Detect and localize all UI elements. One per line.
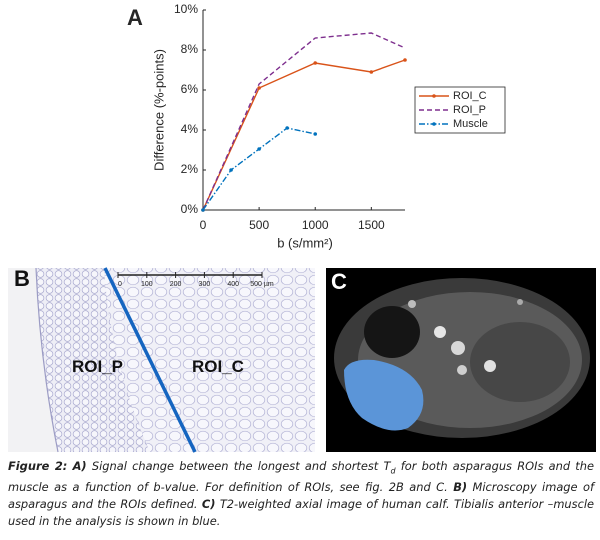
scale-label: 500 µm [250, 281, 274, 288]
legend-label: Muscle [453, 118, 488, 130]
caption-text: Signal change between the longest and sh… [86, 459, 391, 473]
point [313, 61, 318, 65]
caption-text: for both asparagus ROIs and the muscle a… [8, 459, 594, 495]
scale-bar: 0 100 200 300 400 500 µm [117, 272, 274, 288]
legend-marker [432, 94, 436, 98]
scale-label: 300 [199, 281, 211, 288]
point [403, 58, 407, 62]
roi-label: ROI_P [72, 357, 123, 376]
y-tick-label: 2% [181, 162, 199, 176]
y-tick-label: 8% [181, 42, 199, 56]
x-axis-label: b (s/mm²) [277, 235, 333, 250]
x-tick-label: 500 [249, 218, 269, 232]
y-tick-label: 4% [181, 122, 199, 136]
legend-label: ROI_C [453, 90, 487, 102]
caption-tag: B) [453, 480, 468, 495]
panel-label: B [14, 266, 30, 291]
series-line [202, 32, 406, 211]
roi-label: ROI_C [192, 357, 244, 376]
y-tick-label: 6% [181, 82, 199, 96]
scale-label: 200 [170, 281, 182, 288]
mri-image: C [326, 268, 596, 452]
scale-label: 0 [118, 281, 122, 288]
x-tick-label: 1000 [302, 218, 329, 232]
legend-label: ROI_P [453, 104, 486, 116]
point [257, 147, 261, 151]
legend-marker [432, 122, 436, 126]
point [313, 132, 318, 136]
point [285, 126, 289, 130]
caption-text: T2-weighted axial image of human calf. T… [8, 497, 595, 529]
caption-tag: C) [201, 497, 216, 512]
x-tick-label: 0 [200, 218, 207, 232]
panel-label: A [127, 5, 143, 30]
caption-tag: A) [72, 459, 87, 473]
point [229, 168, 233, 172]
microscopy-image: B ROI_P ROI_C 0 100 200 300 400 500 µm [8, 266, 315, 453]
point [369, 70, 374, 74]
caption: Figure 2: A) Signal change between the l… [8, 458, 594, 530]
caption-subscript: d [390, 466, 396, 476]
x-tick-label: 1500 [358, 218, 385, 232]
caption-text: Microscopy image of asparagus and the RO… [8, 480, 594, 512]
y-tick-label: 10% [174, 2, 198, 16]
point [257, 86, 261, 90]
caption-label: Figure 2: [8, 459, 68, 473]
y-axis-label: Difference (%-points) [151, 49, 166, 171]
series-line [202, 59, 406, 211]
image-panels: B ROI_P ROI_C 0 100 200 300 400 500 µm C [8, 266, 596, 453]
series-line [202, 127, 316, 211]
scale-label: 100 [141, 281, 153, 288]
scale-label: 400 [227, 281, 239, 288]
legend-box [414, 86, 506, 134]
panel-label: C [331, 269, 347, 294]
point [201, 208, 205, 212]
y-tick-label: 0% [181, 202, 199, 216]
chart: A b (s/mm²) Difference (%-points) 0% 2% 4%… [127, 2, 506, 250]
